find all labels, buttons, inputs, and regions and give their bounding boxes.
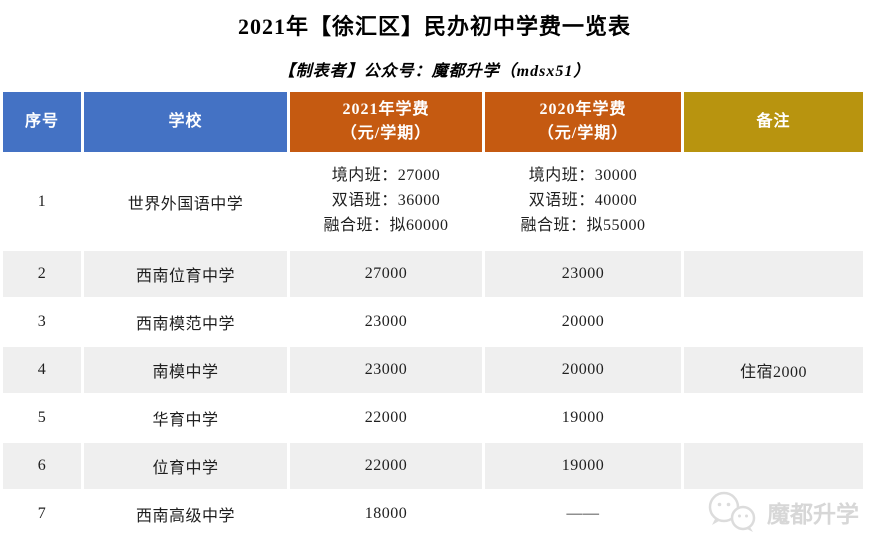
cell-index: 5	[3, 395, 81, 441]
cell-note	[684, 491, 863, 537]
page-title: 2021年【徐汇区】民办初中学费一览表	[237, 14, 631, 39]
table-row: 2 西南位育中学 27000 23000	[3, 251, 863, 297]
cell-fee-2020: ——	[485, 491, 681, 537]
cell-index: 7	[3, 491, 81, 537]
fee-line: 双语班：36000	[331, 192, 441, 210]
fee-line: 融合班：拟60000	[323, 216, 449, 234]
cell-index: 3	[3, 299, 81, 345]
cell-fee-2021: 境内班：27000 双语班：36000 融合班：拟60000	[290, 154, 482, 249]
col-header-fee-2021: 2021年学费 （元/学期）	[290, 92, 482, 152]
col-header-school: 学校	[84, 92, 287, 152]
cell-fee-2020: 23000	[485, 251, 681, 297]
col-header-index: 序号	[3, 92, 81, 152]
col-header-line: 2020年学费	[539, 101, 627, 118]
cell-fee-2020: 20000	[485, 299, 681, 345]
cell-note: 住宿2000	[684, 347, 863, 393]
cell-school: 位育中学	[84, 443, 287, 489]
col-header-note: 备注	[684, 92, 863, 152]
cell-fee-2021: 27000	[290, 251, 482, 297]
fee-line: 境内班：27000	[331, 167, 441, 185]
header-row: 序号 学校 2021年学费 （元/学期） 2020年学费 （元/学期） 备注	[3, 92, 863, 152]
cell-fee-2021: 22000	[290, 443, 482, 489]
cell-fee-2021: 23000	[290, 347, 482, 393]
cell-note	[684, 154, 863, 249]
cell-fee-2020: 境内班：30000 双语班：40000 融合班：拟55000	[485, 154, 681, 249]
cell-fee-2021: 23000	[290, 299, 482, 345]
fee-line: 境内班：30000	[528, 167, 638, 185]
page-subtitle: 【制表者】公众号：魔都升学（mdsx51）	[278, 63, 591, 80]
fee-line: 双语班：40000	[528, 192, 638, 210]
table-row: 6 位育中学 22000 19000	[3, 443, 863, 489]
cell-fee-2020: 19000	[485, 395, 681, 441]
table-row: 1 世界外国语中学 境内班：27000 双语班：36000 融合班：拟60000…	[3, 154, 863, 249]
cell-school: 西南位育中学	[84, 251, 287, 297]
cell-school: 南模中学	[84, 347, 287, 393]
table-row: 5 华育中学 22000 19000	[3, 395, 863, 441]
fee-table: 序号 学校 2021年学费 （元/学期） 2020年学费 （元/学期） 备注 1…	[0, 90, 866, 539]
cell-note	[684, 443, 863, 489]
fee-line: 融合班：拟55000	[520, 216, 646, 234]
cell-note	[684, 251, 863, 297]
cell-index: 6	[3, 443, 81, 489]
col-header-line: （元/学期）	[537, 125, 629, 142]
cell-note	[684, 395, 863, 441]
cell-fee-2020: 20000	[485, 347, 681, 393]
table-row: 3 西南模范中学 23000 20000	[3, 299, 863, 345]
cell-school: 世界外国语中学	[84, 154, 287, 249]
cell-fee-2021: 18000	[290, 491, 482, 537]
cell-index: 4	[3, 347, 81, 393]
cell-school: 西南高级中学	[84, 491, 287, 537]
cell-school: 华育中学	[84, 395, 287, 441]
cell-index: 1	[3, 154, 81, 249]
cell-school: 西南模范中学	[84, 299, 287, 345]
col-header-fee-2020: 2020年学费 （元/学期）	[485, 92, 681, 152]
cell-fee-2020: 19000	[485, 443, 681, 489]
cell-index: 2	[3, 251, 81, 297]
cell-note	[684, 299, 863, 345]
col-header-line: 2021年学费	[342, 101, 430, 118]
cell-fee-2021: 22000	[290, 395, 482, 441]
table-row: 7 西南高级中学 18000 ——	[3, 491, 863, 537]
col-header-line: （元/学期）	[340, 125, 432, 142]
table-row: 4 南模中学 23000 20000 住宿2000	[3, 347, 863, 393]
